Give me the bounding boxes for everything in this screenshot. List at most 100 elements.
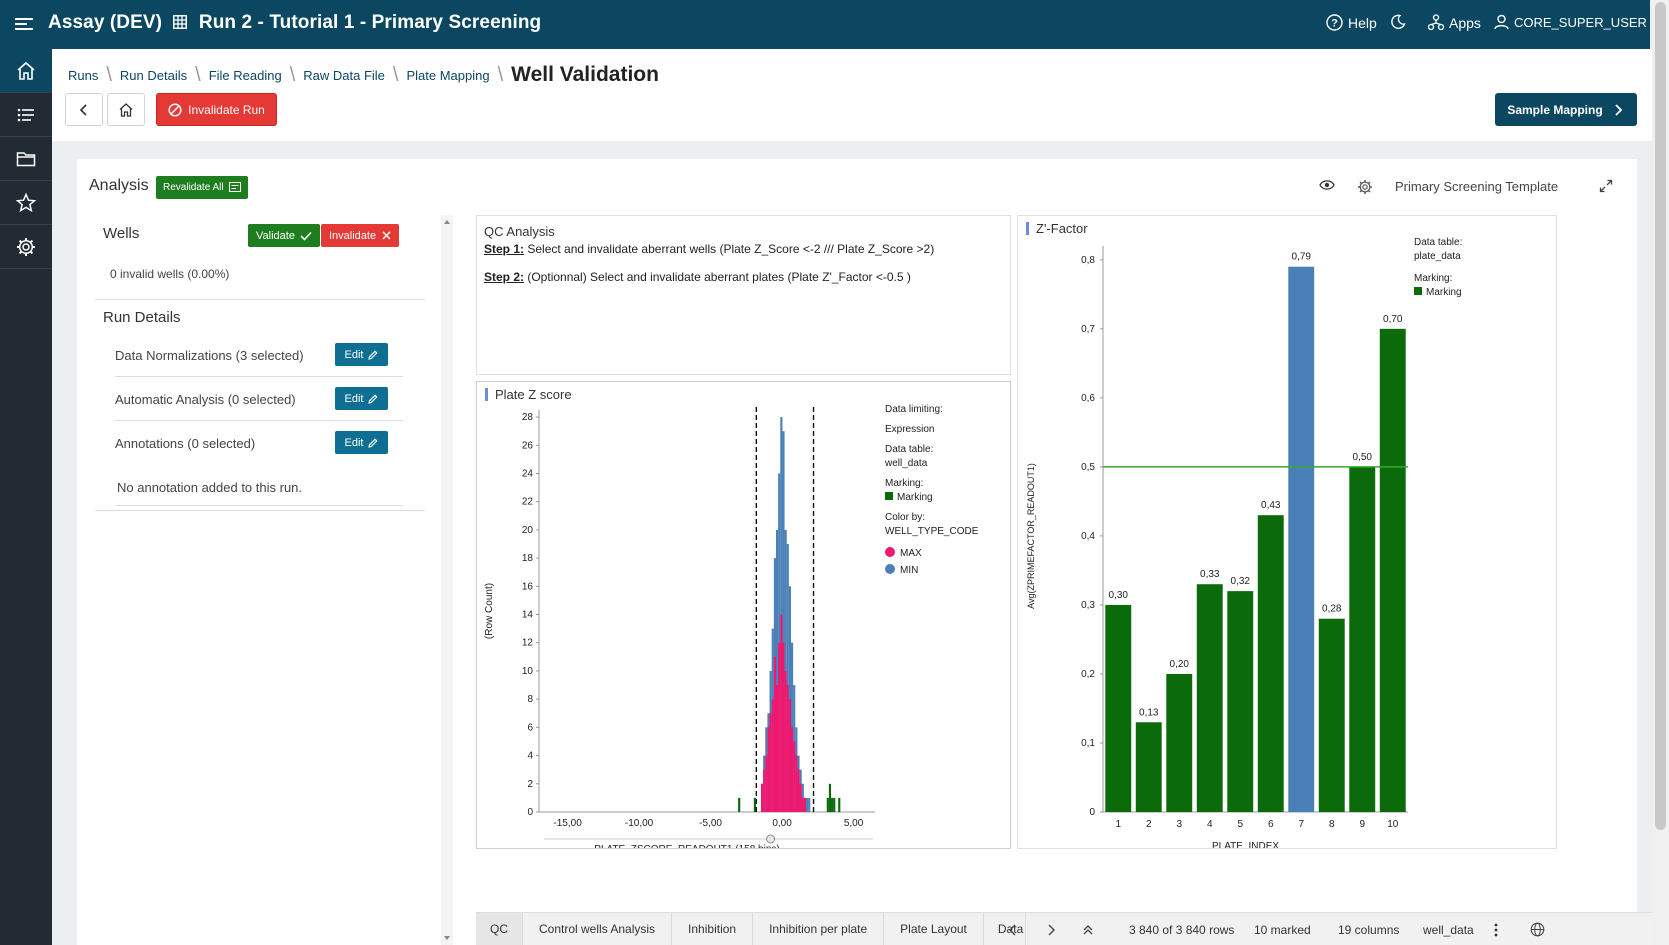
home-button[interactable] [107,93,145,126]
hamburger-menu-icon[interactable] [14,15,34,33]
y-tick-label: 0,6 [1081,393,1095,404]
edit-annotations-button[interactable]: Edit [335,431,388,454]
histogram-bar-marking [738,797,741,812]
legend-data-table-value: plate_data [1414,251,1461,262]
bar-value-label: 0,79 [1292,252,1312,263]
histogram-bar-marking [833,797,836,812]
breadcrumb-run-details[interactable]: Run Details [119,67,188,83]
scroll-up-icon[interactable] [441,217,453,227]
x-tick-label: 5 [1237,819,1243,830]
histogram-bar-max [799,783,802,812]
validate-button[interactable]: Validate [248,224,320,247]
apps-button[interactable]: Apps [1428,14,1481,31]
theme-toggle[interactable] [1390,14,1411,30]
edit-normalizations-button[interactable]: Edit [335,343,388,366]
breadcrumb-file-reading[interactable]: File Reading [208,67,282,83]
tabs-next-button[interactable] [1046,913,1056,945]
y-tick-label: 12 [522,638,534,649]
histogram-bar-max [797,769,800,812]
no-annotation-message: No annotation added to this run. [117,480,303,495]
histogram-bar-max [780,614,783,812]
legend-marking-item[interactable]: Marking [1414,286,1462,300]
histogram-bar-min [775,529,779,812]
page-scrollbar-thumb[interactable] [1655,2,1666,830]
sample-mapping-button[interactable]: Sample Mapping [1495,93,1637,126]
globe-button[interactable] [1530,913,1545,945]
invalidate-button[interactable]: Invalidate [321,224,400,247]
template-settings-button[interactable] [1357,179,1373,195]
y-tick-label: 20 [522,525,534,536]
data-normalizations-label: Data Normalizations (3 selected) [115,348,304,363]
help-button[interactable]: ? Help [1326,14,1377,31]
table-icon [173,15,188,29]
breadcrumb-raw-data-file[interactable]: Raw Data File [303,67,385,83]
y-tick-label: 0,7 [1081,324,1095,335]
x-tick-label: 1 [1115,819,1121,830]
edit-automatic-analysis-button[interactable]: Edit [335,387,388,410]
x-tick-label: 8 [1329,819,1335,830]
legend-marking-item[interactable]: Marking [885,491,978,505]
annotations-label: Annotations (0 selected) [115,436,256,451]
z-factor-chart[interactable]: 0 0,1 0,2 0,3 0,4 0,5 0,6 0,7 0,8 0,30 1 0,13 2 0,20 3… [1018,216,1557,849]
scroll-down-icon[interactable] [441,933,453,943]
rail-settings[interactable] [0,225,52,269]
x-tick-label: 6 [1268,819,1274,830]
invalidate-run-button[interactable]: Invalidate Run [156,93,277,126]
column-count[interactable]: 19 columns [1338,922,1400,937]
z-factor-bar [1135,722,1162,812]
more-options-button[interactable] [1494,913,1498,945]
breadcrumb-runs[interactable]: Runs [68,67,99,83]
breadcrumb-plate-mapping[interactable]: Plate Mapping [406,67,490,83]
histogram-bar-max [791,727,794,812]
histogram-bar-marking [753,797,756,812]
tab-inhibition-per-plate[interactable]: Inhibition per plate [753,912,885,945]
marked-count[interactable]: 10 marked [1254,922,1311,937]
tab-data[interactable]: Data [984,912,1026,945]
gear-icon [17,237,35,256]
legend-min-item[interactable]: MIN [885,564,978,578]
breadcrumb-separator: \ [106,63,112,86]
y-tick-label: 14 [522,610,534,621]
legend-min-label: MIN [900,565,919,576]
user-menu[interactable]: CORE_SUPER_USER [1494,14,1669,30]
y-tick-label: 0 [527,807,533,818]
template-name[interactable]: Primary Screening Template [1395,179,1559,194]
expand-button[interactable] [1599,179,1613,193]
visibility-toggle[interactable] [1319,179,1335,191]
legend-data-limiting: Data limiting: [885,404,943,415]
plate-z-score-title: Plate Z score [485,388,572,401]
legend-color-by-label: Color by: [885,512,926,523]
data-table-name[interactable]: well_data [1423,922,1474,937]
tab-plate-layout[interactable]: Plate Layout [884,912,984,945]
legend-expression: Expression [885,424,935,435]
rail-runs[interactable] [0,93,52,137]
legend-max-item[interactable]: MAX [885,547,978,561]
collapse-button[interactable] [1082,913,1094,945]
histogram-bar-max [778,642,781,812]
help-label: Help [1348,14,1377,31]
revalidate-all-button[interactable]: Revalidate All [156,176,248,199]
breadcrumb-separator: \ [289,63,296,86]
tab-inhibition[interactable]: Inhibition [672,912,754,945]
tabs-prev-button[interactable] [1008,913,1018,945]
close-icon [382,231,391,240]
user-icon [1494,14,1509,30]
breadcrumb-separator: \ [195,63,201,86]
edit-label: Edit [344,348,364,361]
back-button[interactable] [65,93,103,126]
rail-favorites[interactable] [0,181,52,225]
divider [115,505,403,506]
home-icon [17,61,35,80]
page-header: Runs \ Run Details \ File Reading \ Raw … [52,49,1652,141]
pencil-icon [368,394,378,404]
y-tick-label: 0,8 [1081,255,1095,266]
x-tick-label: 9 [1359,819,1365,830]
rail-files[interactable] [0,137,52,181]
left-panel-scrollbar[interactable] [441,215,453,945]
tab-control-wells-analysis[interactable]: Control wells Analysis [523,912,673,945]
page-scrollbar[interactable] [1652,0,1669,945]
rail-home[interactable] [0,49,52,93]
tab-qc[interactable]: QC [476,912,523,945]
home-icon [119,102,133,117]
